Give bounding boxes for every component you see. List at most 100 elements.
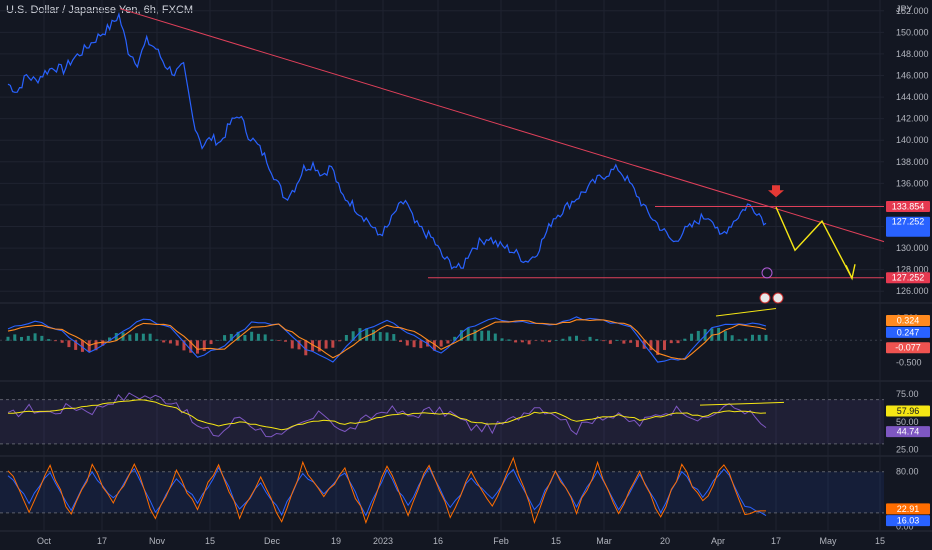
macd-histogram-bar <box>87 340 91 352</box>
y-tick-label: 140.000 <box>896 135 929 145</box>
y-tick-label: 138.000 <box>896 157 929 167</box>
macd-histogram-bar <box>392 334 396 341</box>
projection-arrowhead <box>845 264 856 281</box>
macd-histogram-bar <box>331 340 335 348</box>
macd-histogram-bar <box>74 340 78 350</box>
x-tick-label: Oct <box>37 536 52 546</box>
macd-value-tag: 0.324 <box>897 315 920 325</box>
macd-histogram-bar <box>710 328 714 341</box>
macd-histogram-bar <box>683 338 687 341</box>
macd-histogram-bar <box>635 340 639 348</box>
macd-histogram-bar <box>541 340 545 342</box>
macd-histogram-bar <box>108 337 112 341</box>
macd-histogram-bar <box>656 340 660 355</box>
x-tick-label: 15 <box>875 536 885 546</box>
macd-histogram-bar <box>101 340 105 346</box>
macd-histogram-bar <box>568 336 572 341</box>
macd-histogram-bar <box>304 340 308 356</box>
macd-histogram-bar <box>229 333 233 341</box>
lightning-icon <box>761 267 773 279</box>
macd-histogram-bar <box>162 340 166 343</box>
macd-histogram-bar <box>419 340 423 349</box>
macd-histogram-bar <box>690 333 694 341</box>
macd-value-tag-bg <box>886 314 930 326</box>
macd-histogram-bar <box>405 340 409 346</box>
macd-pane <box>0 308 884 363</box>
x-tick-label: 2023 <box>373 536 393 546</box>
macd-divergence-line <box>715 308 777 317</box>
macd-histogram-bar <box>757 334 761 341</box>
macd-histogram-bar <box>595 339 599 341</box>
stoch-d-line <box>7 466 767 517</box>
y-tick-label: 146.000 <box>896 71 929 81</box>
macd-histogram-bar <box>439 340 443 347</box>
macd-histogram-bar <box>283 340 287 342</box>
macd-histogram-bar <box>432 340 436 351</box>
macd-histogram-bar <box>94 340 98 351</box>
rsi-ma-value-tag: 57.96 <box>897 406 920 416</box>
macd-histogram-bar <box>466 327 470 341</box>
macd-histogram-bar <box>155 339 159 341</box>
macd-histogram-bar <box>324 340 328 349</box>
current-price-tag-bg <box>886 216 930 237</box>
macd-histogram-bar <box>547 340 551 343</box>
x-tick-label: Apr <box>711 536 725 546</box>
macd-histogram-bar <box>351 331 355 341</box>
y-tick-label: 136.000 <box>896 178 929 188</box>
macd-histogram-bar <box>588 336 592 341</box>
macd-histogram-bar <box>487 330 491 341</box>
macd-histogram-bar <box>344 334 348 341</box>
macd-histogram-bar <box>33 333 37 341</box>
macd-histogram-bar <box>141 333 145 341</box>
macd-histogram-bar <box>737 339 741 341</box>
macd-histogram-bar <box>480 330 484 341</box>
support-price-tag-bg <box>886 272 930 284</box>
macd-histogram-bar <box>676 340 680 344</box>
macd-histogram-bar <box>236 331 240 341</box>
x-tick-label: 17 <box>771 536 781 546</box>
stoch-d-value-tag: 16.03 <box>897 516 920 526</box>
macd-histogram-bar <box>730 335 734 341</box>
x-tick-label: Nov <box>149 536 166 546</box>
macd-histogram-bar <box>263 334 267 341</box>
macd-histogram-bar <box>290 340 294 349</box>
price-pane <box>7 8 885 304</box>
y-tick-label: 80.00 <box>896 467 919 477</box>
histogram-value-tag-bg <box>886 342 930 354</box>
y-tick-label: 142.000 <box>896 114 929 124</box>
macd-histogram-bar <box>209 340 213 345</box>
y-tick-label: 148.000 <box>896 49 929 59</box>
stoch-d-value-tag-bg <box>886 515 930 527</box>
projection-path <box>775 206 853 279</box>
macd-histogram-bar <box>520 340 524 343</box>
macd-histogram-bar <box>412 340 416 348</box>
x-tick-label: Feb <box>493 536 509 546</box>
support-price-tag: 127.252 <box>892 273 925 283</box>
macd-histogram-bar <box>135 333 139 341</box>
macd-histogram-bar <box>202 340 206 351</box>
us-flag-icon <box>772 292 784 304</box>
macd-histogram-bar <box>459 330 463 341</box>
macd-histogram-bar <box>196 340 199 354</box>
macd-histogram-bar <box>649 340 653 351</box>
macd-histogram-bar <box>744 338 748 341</box>
macd-histogram-bar <box>182 340 186 351</box>
y-tick-label: 0.00 <box>896 522 914 532</box>
macd-histogram-bar <box>514 340 518 343</box>
rsi-line <box>7 392 767 438</box>
macd-histogram-bar <box>696 330 700 341</box>
macd-histogram-bar <box>250 331 254 341</box>
macd-histogram-bar <box>507 339 511 341</box>
rsi-value-tag: 44.74 <box>897 427 920 437</box>
macd-histogram-bar <box>622 340 626 344</box>
x-tick-label: 19 <box>331 536 341 546</box>
resistance-price-tag: 133.854 <box>892 202 925 212</box>
signal-line <box>7 319 767 360</box>
y-tick-label: 50.00 <box>896 417 919 427</box>
resistance-price-tag-bg <box>886 201 930 213</box>
value-tags: 133.854 127.252 127.252 0.324 0.247 -0.077 57.… <box>886 201 930 527</box>
symbol-title: U.S. Dollar / Japanese Yen, 6h, FXCM <box>6 4 194 16</box>
y-tick-label: 126.000 <box>896 286 929 296</box>
macd-histogram-bar <box>20 336 24 341</box>
